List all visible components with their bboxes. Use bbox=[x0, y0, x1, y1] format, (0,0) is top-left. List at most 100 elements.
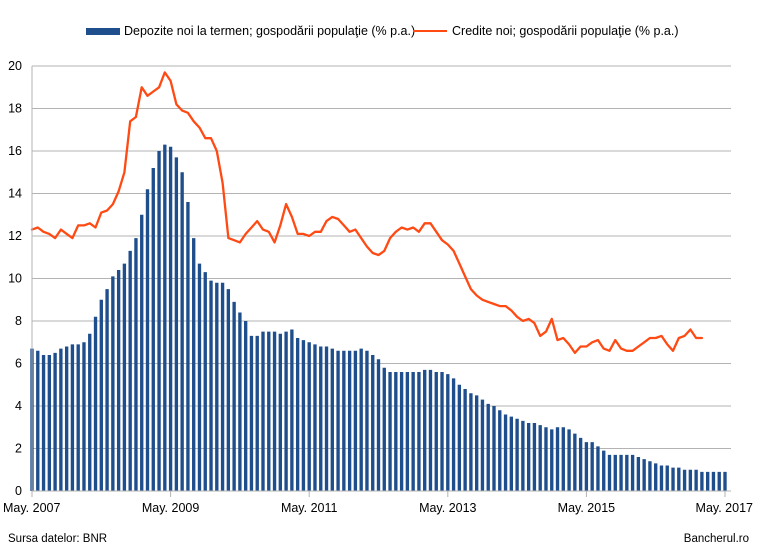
deposit-bar bbox=[244, 321, 248, 491]
deposit-bar bbox=[238, 312, 242, 491]
x-tick-label: May. 2009 bbox=[142, 501, 199, 515]
deposit-bar bbox=[301, 340, 306, 491]
deposit-bar bbox=[192, 238, 196, 491]
deposit-bar bbox=[197, 263, 202, 491]
x-tick-label: May. 2015 bbox=[558, 501, 615, 515]
deposit-bar bbox=[434, 372, 438, 491]
deposit-bar bbox=[168, 146, 173, 491]
deposit-bar bbox=[642, 459, 646, 491]
deposit-bar bbox=[688, 469, 693, 491]
y-tick-label: 6 bbox=[15, 357, 22, 371]
deposit-bar bbox=[105, 289, 109, 491]
deposit-bar bbox=[521, 420, 525, 491]
deposit-bar bbox=[203, 272, 207, 491]
y-tick-label: 8 bbox=[15, 314, 22, 328]
deposit-bar bbox=[140, 214, 144, 491]
deposit-bar bbox=[526, 423, 531, 491]
deposit-bar bbox=[463, 389, 467, 491]
deposit-bar bbox=[267, 331, 271, 491]
y-tick-label: 18 bbox=[8, 102, 22, 116]
y-tick-label: 2 bbox=[15, 442, 22, 456]
data-source-note: Sursa datelor: BNR bbox=[8, 533, 108, 545]
deposit-bar bbox=[654, 463, 658, 491]
deposit-bar bbox=[226, 289, 231, 491]
axes bbox=[31, 66, 731, 497]
deposit-bar bbox=[677, 467, 681, 491]
deposit-bar bbox=[613, 454, 617, 491]
deposit-bar bbox=[555, 427, 560, 491]
deposit-bar bbox=[255, 335, 259, 491]
deposit-bar bbox=[324, 346, 329, 491]
deposit-bar bbox=[186, 202, 190, 491]
deposit-bar bbox=[694, 469, 698, 491]
deposit-bar bbox=[665, 465, 669, 491]
deposit-bar bbox=[399, 372, 404, 491]
deposit-bar bbox=[347, 350, 352, 491]
deposit-bar bbox=[394, 372, 398, 491]
deposit-bar bbox=[388, 372, 392, 491]
deposit-bar bbox=[538, 425, 542, 491]
credits-line-layer bbox=[30, 71, 704, 355]
deposit-bar bbox=[128, 250, 132, 491]
deposit-bar bbox=[717, 471, 721, 491]
deposit-bar bbox=[93, 316, 98, 491]
deposit-bar bbox=[134, 238, 138, 491]
deposit-bar bbox=[376, 359, 381, 491]
deposits-bars bbox=[30, 144, 727, 491]
deposit-bar bbox=[451, 378, 456, 491]
deposit-bar bbox=[371, 355, 375, 491]
y-tick-labels: 0 2 4 6 8 10 12 14 16 18 20 bbox=[8, 59, 22, 498]
deposit-bar bbox=[47, 355, 51, 491]
x-tick-label: May. 2013 bbox=[419, 501, 476, 515]
legend-item-deposits: Depozite noi la termen; gospodării popul… bbox=[86, 24, 415, 38]
deposit-bar bbox=[659, 465, 664, 491]
deposit-bar bbox=[636, 457, 641, 491]
deposit-bar bbox=[475, 395, 479, 491]
deposit-bar bbox=[411, 372, 415, 491]
deposit-bar bbox=[64, 346, 69, 491]
deposit-bar bbox=[116, 270, 121, 491]
y-tick-label: 12 bbox=[8, 229, 22, 243]
deposit-bar bbox=[682, 469, 687, 491]
x-tick-labels: May. 2007 May. 2009 May. 2011 May. 2013 May.… bbox=[3, 501, 753, 515]
deposit-bar bbox=[70, 344, 75, 491]
deposit-bar bbox=[307, 342, 311, 491]
deposit-bar bbox=[53, 352, 57, 491]
deposit-bar bbox=[249, 335, 254, 491]
legend-item-credits: Credite noi; gospodării populaţie (% p.a… bbox=[413, 24, 679, 38]
deposit-bar bbox=[76, 344, 80, 491]
deposit-bar bbox=[342, 350, 346, 491]
deposit-bar bbox=[423, 369, 427, 491]
deposit-bar bbox=[469, 393, 473, 491]
deposit-bar bbox=[261, 331, 265, 491]
deposit-bar bbox=[82, 342, 86, 491]
deposit-bar bbox=[272, 331, 277, 491]
deposit-bar bbox=[313, 344, 317, 491]
deposit-bar bbox=[590, 442, 594, 491]
legend-swatch-credits bbox=[413, 30, 447, 32]
deposit-bar bbox=[157, 151, 161, 491]
deposit-bar bbox=[278, 333, 282, 491]
y-tick-label: 0 bbox=[15, 484, 22, 498]
deposit-bar bbox=[509, 416, 513, 491]
deposit-bar bbox=[417, 372, 421, 491]
deposit-bar bbox=[532, 423, 537, 491]
deposit-bar bbox=[544, 427, 548, 491]
deposit-bar bbox=[515, 418, 519, 491]
legend-label-deposits: Depozite noi la termen; gospodării popul… bbox=[124, 24, 416, 38]
deposit-bar bbox=[625, 454, 629, 491]
deposit-bar bbox=[41, 355, 46, 491]
deposit-bar bbox=[619, 454, 623, 491]
deposit-bar bbox=[359, 348, 363, 491]
deposit-bar bbox=[457, 384, 462, 491]
legend-swatch-deposits bbox=[86, 27, 120, 35]
deposit-bar bbox=[671, 467, 675, 491]
deposit-bar bbox=[151, 168, 155, 491]
deposit-bar bbox=[382, 367, 386, 491]
deposit-bar bbox=[284, 331, 288, 491]
deposit-bar bbox=[319, 346, 323, 491]
deposit-bar bbox=[295, 338, 300, 491]
deposit-bar bbox=[706, 471, 710, 491]
deposit-bar bbox=[122, 263, 127, 491]
deposit-bar bbox=[503, 414, 508, 491]
